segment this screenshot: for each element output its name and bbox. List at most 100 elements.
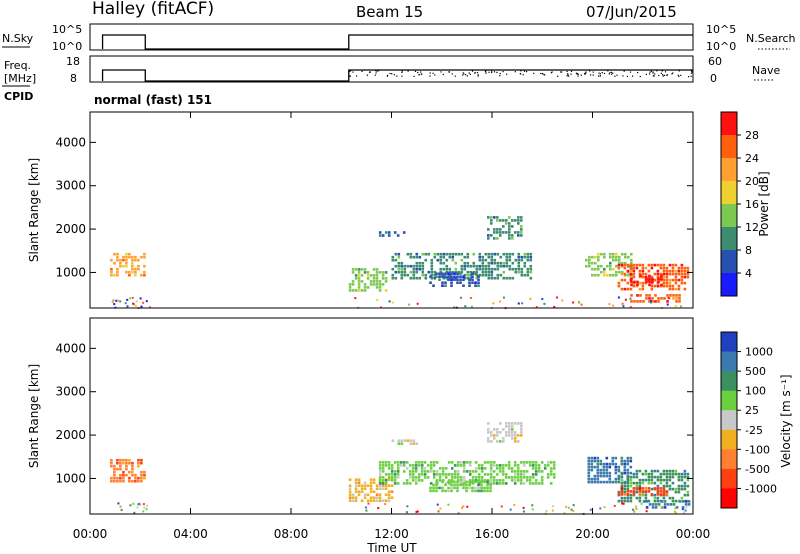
data-cell (471, 470, 475, 473)
data-cell (517, 434, 520, 437)
data-cell (456, 281, 459, 284)
data-cell (378, 470, 382, 473)
data-cell (131, 267, 134, 271)
nave-dot (677, 74, 679, 76)
data-cell (438, 476, 442, 479)
data-cell (529, 255, 533, 259)
data-cell (526, 273, 530, 277)
data-cell (654, 300, 657, 303)
data-cell (685, 506, 688, 509)
data-cell (113, 303, 116, 306)
data-cell (366, 493, 370, 496)
data-cell (642, 500, 646, 503)
data-cell (608, 303, 611, 306)
cpid-label: CPID (4, 90, 33, 103)
data-cell (490, 270, 494, 274)
data-cell (387, 234, 391, 237)
data-cell (486, 480, 489, 484)
data-cell (357, 286, 361, 289)
data-cell (432, 486, 435, 490)
data-cell (635, 472, 639, 476)
data-cell (481, 267, 485, 271)
data-cell (483, 486, 486, 490)
data-cell (603, 255, 606, 259)
data-cell (426, 464, 430, 467)
data-cell (131, 270, 134, 274)
data-cell (477, 275, 480, 278)
data-cell (487, 440, 490, 443)
data-cell (666, 303, 669, 306)
nave-dot (652, 75, 654, 77)
data-cell (399, 461, 403, 464)
data-cell (644, 272, 648, 276)
data-cell (456, 461, 460, 464)
data-cell (489, 486, 492, 490)
data-cell (636, 280, 639, 284)
data-cell (662, 275, 666, 279)
data-cell (523, 273, 527, 277)
data-cell (484, 270, 488, 274)
nave-dot (589, 70, 591, 72)
data-cell (504, 482, 508, 485)
data-cell (671, 496, 675, 500)
data-cell (125, 270, 128, 274)
data-cell (397, 267, 401, 271)
data-cell (394, 252, 398, 256)
data-cell (113, 479, 116, 483)
data-cell (499, 264, 503, 268)
data-cell (680, 269, 684, 273)
nave-dot (488, 71, 490, 73)
data-cell (680, 281, 684, 285)
data-cell (354, 297, 357, 300)
nsearch-tick-bottom: 10^0 (706, 40, 736, 53)
data-cell (683, 487, 687, 491)
data-cell (605, 468, 609, 472)
data-cell (543, 464, 547, 467)
data-cell (442, 252, 446, 256)
data-cell (375, 274, 379, 277)
data-cell (459, 479, 463, 482)
data-cell (116, 458, 119, 462)
data-cell (614, 471, 618, 475)
data-cell (537, 467, 541, 470)
data-cell (681, 508, 684, 511)
nave-dot (369, 71, 371, 73)
data-cell (445, 267, 449, 271)
data-cell (137, 267, 140, 271)
data-cell (493, 237, 496, 240)
data-cell (531, 508, 534, 511)
data-cell (587, 459, 591, 463)
data-cell (396, 470, 400, 473)
colorbar-swatch (721, 158, 737, 182)
data-cell (468, 461, 472, 464)
data-cell (501, 464, 505, 467)
data-cell (357, 271, 361, 274)
data-cell (626, 478, 630, 482)
data-cell (444, 272, 447, 275)
data-cell (499, 255, 503, 259)
data-cell (650, 475, 654, 479)
nave-dot (491, 70, 493, 72)
data-cell (665, 284, 669, 288)
data-cell (520, 234, 523, 237)
nave-dot (652, 71, 654, 73)
data-cell (145, 508, 148, 511)
data-cell (441, 486, 444, 490)
data-cell (641, 481, 645, 485)
data-cell (348, 286, 352, 289)
data-cell (662, 272, 666, 276)
data-cell (360, 484, 364, 487)
data-cell (468, 480, 471, 484)
data-cell (408, 482, 412, 485)
data-cell (602, 471, 606, 475)
data-cell (400, 264, 404, 268)
data-cell (441, 284, 444, 287)
data-cell (429, 470, 433, 473)
data-cell (110, 273, 113, 277)
data-cell (633, 280, 636, 284)
nave-dot (502, 71, 504, 73)
data-cell (381, 487, 385, 490)
data-cell (659, 493, 663, 496)
nave-dot (660, 72, 662, 74)
